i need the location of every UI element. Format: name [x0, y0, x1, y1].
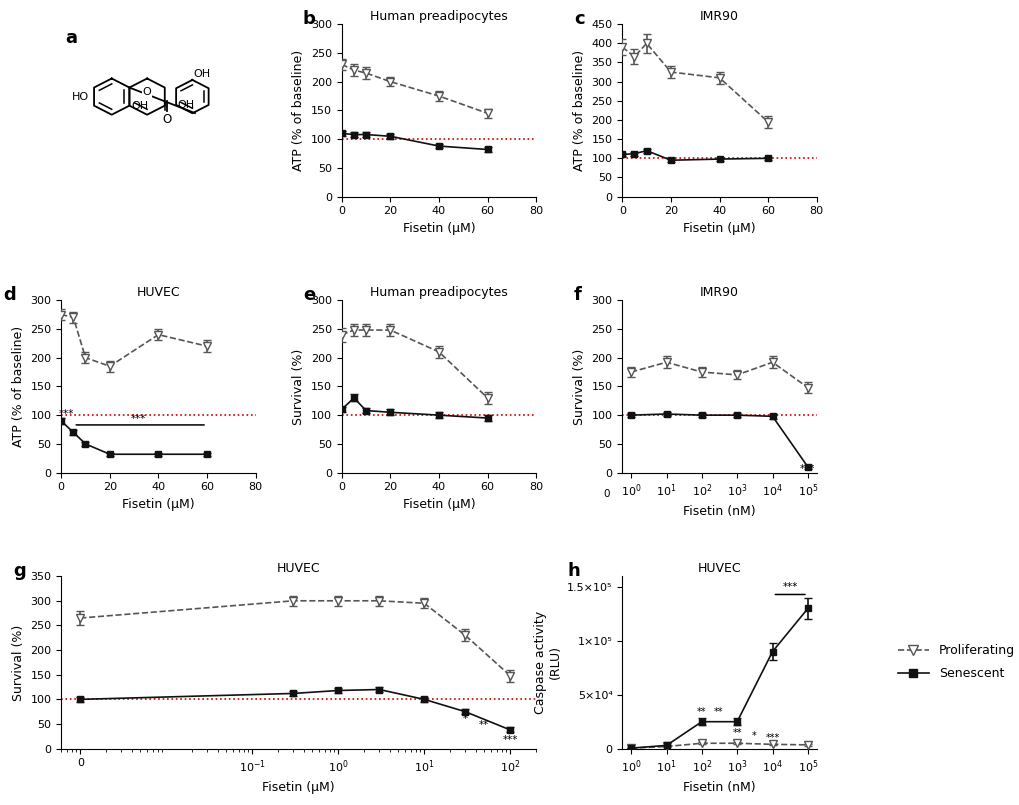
X-axis label: Fisetin (μM): Fisetin (μM): [683, 222, 755, 235]
Text: O: O: [162, 113, 171, 126]
Text: a: a: [65, 29, 77, 47]
X-axis label: Fisetin (μM): Fisetin (μM): [262, 781, 334, 794]
Text: **: **: [696, 708, 706, 717]
Text: ***: ***: [131, 414, 147, 423]
Y-axis label: Survival (%): Survival (%): [573, 349, 585, 424]
Text: OH: OH: [194, 69, 210, 79]
Title: HUVEC: HUVEC: [697, 562, 741, 575]
Y-axis label: Survival (%): Survival (%): [12, 624, 24, 700]
Text: **: **: [479, 720, 489, 730]
Y-axis label: Survival (%): Survival (%): [292, 349, 305, 424]
Text: **: **: [713, 708, 722, 717]
Text: OH: OH: [130, 101, 148, 110]
Text: ***: ***: [502, 735, 518, 745]
Text: b: b: [303, 10, 316, 28]
Text: *: *: [751, 731, 756, 741]
Title: Human preadipocytes: Human preadipocytes: [370, 10, 507, 23]
Text: f: f: [574, 287, 581, 304]
Title: IMR90: IMR90: [699, 286, 739, 299]
Text: h: h: [568, 563, 580, 580]
Text: e: e: [303, 287, 315, 304]
Text: HO: HO: [71, 92, 89, 101]
Text: ***: ***: [764, 733, 779, 743]
X-axis label: Fisetin (nM): Fisetin (nM): [683, 781, 755, 794]
Text: d: d: [3, 287, 15, 304]
Y-axis label: ATP (% of baseline): ATP (% of baseline): [573, 50, 585, 171]
X-axis label: Fisetin (μM): Fisetin (μM): [403, 498, 475, 511]
X-axis label: Fisetin (nM): Fisetin (nM): [683, 505, 755, 518]
Text: g: g: [13, 563, 26, 580]
Text: OH: OH: [177, 100, 195, 110]
X-axis label: Fisetin (μM): Fisetin (μM): [122, 498, 195, 511]
Y-axis label: Caspase activity
(RLU): Caspase activity (RLU): [533, 611, 561, 714]
Title: Human preadipocytes: Human preadipocytes: [370, 286, 507, 299]
Text: *: *: [463, 714, 468, 724]
Y-axis label: ATP (% of baseline): ATP (% of baseline): [292, 50, 305, 171]
Y-axis label: ATP (% of baseline): ATP (% of baseline): [12, 326, 24, 447]
Text: O: O: [143, 87, 152, 97]
Text: ***: ***: [782, 582, 797, 592]
Text: ***: ***: [799, 464, 815, 474]
Text: 0: 0: [603, 489, 609, 499]
Title: HUVEC: HUVEC: [276, 562, 320, 575]
Text: **: **: [732, 728, 741, 738]
Text: c: c: [574, 10, 584, 28]
Text: ***: ***: [58, 409, 73, 419]
Title: HUVEC: HUVEC: [137, 286, 180, 299]
X-axis label: Fisetin (μM): Fisetin (μM): [403, 222, 475, 235]
Legend: Proliferating, Senescent: Proliferating, Senescent: [892, 639, 1019, 685]
Title: IMR90: IMR90: [699, 10, 739, 23]
